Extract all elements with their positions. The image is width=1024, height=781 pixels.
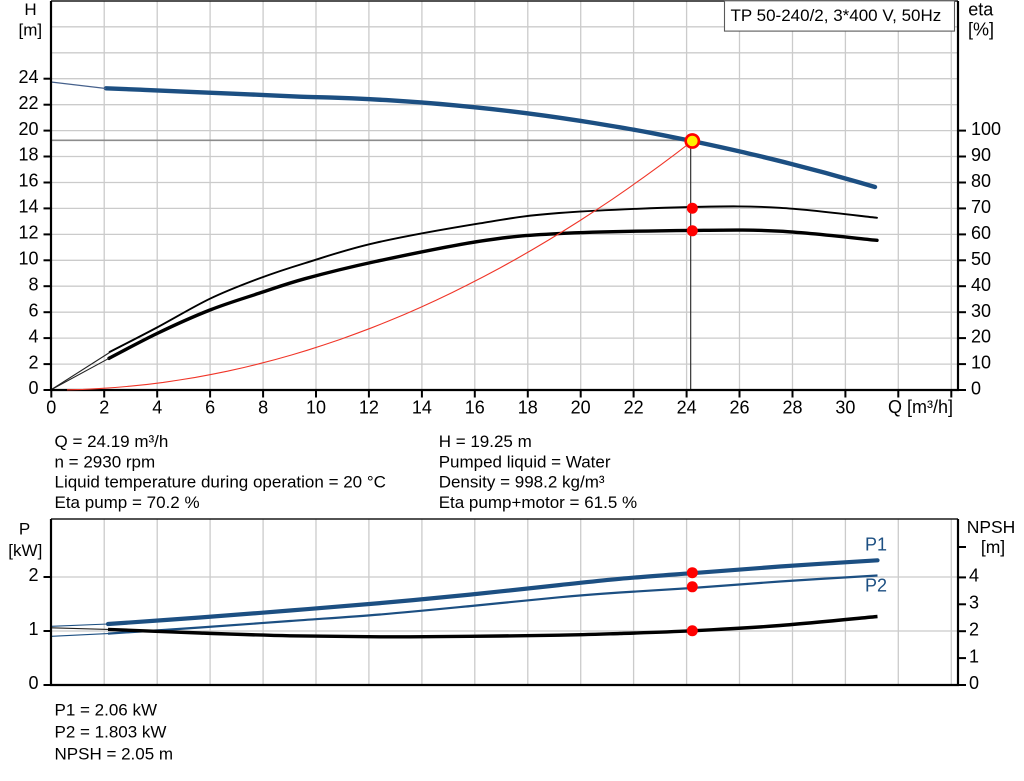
svg-text:0: 0 [28, 673, 38, 693]
svg-text:P1 = 2.06 kW: P1 = 2.06 kW [55, 700, 158, 719]
svg-text:80: 80 [971, 171, 991, 191]
svg-text:90: 90 [971, 145, 991, 165]
svg-text:TP 50-240/2, 3*400 V, 50Hz: TP 50-240/2, 3*400 V, 50Hz [731, 6, 942, 25]
svg-text:30: 30 [835, 398, 855, 418]
svg-text:22: 22 [18, 93, 38, 113]
svg-text:1: 1 [28, 619, 38, 639]
svg-text:NPSH = 2.05 m: NPSH = 2.05 m [55, 744, 174, 763]
svg-text:2: 2 [28, 565, 38, 585]
svg-text:Pumped liquid = Water: Pumped liquid = Water [439, 452, 611, 471]
svg-text:8: 8 [28, 274, 38, 294]
svg-text:16: 16 [465, 398, 485, 418]
svg-text:12: 12 [18, 223, 38, 243]
svg-text:14: 14 [18, 197, 38, 217]
svg-text:Liquid temperature during oper: Liquid temperature during operation = 20… [55, 473, 386, 492]
svg-text:100: 100 [971, 119, 1001, 139]
svg-text:24: 24 [677, 398, 697, 418]
svg-text:Density = 998.2 kg/m³: Density = 998.2 kg/m³ [439, 473, 605, 492]
svg-text:2: 2 [969, 619, 979, 639]
svg-text:[%]: [%] [968, 20, 994, 40]
svg-text:[m]: [m] [18, 21, 42, 40]
svg-text:Eta pump = 70.2 %: Eta pump = 70.2 % [55, 493, 200, 512]
svg-text:10: 10 [306, 398, 326, 418]
svg-text:16: 16 [18, 171, 38, 191]
svg-text:4: 4 [152, 398, 162, 418]
svg-text:18: 18 [18, 145, 38, 165]
svg-text:2: 2 [99, 398, 109, 418]
svg-text:22: 22 [624, 398, 644, 418]
svg-text:40: 40 [971, 275, 991, 295]
svg-text:4: 4 [28, 326, 38, 346]
svg-text:6: 6 [205, 398, 215, 418]
svg-text:0: 0 [969, 673, 979, 693]
svg-text:eta: eta [968, 0, 994, 20]
svg-text:2: 2 [28, 352, 38, 372]
svg-text:P2 = 1.803 kW: P2 = 1.803 kW [55, 722, 167, 741]
svg-text:0: 0 [28, 378, 38, 398]
svg-text:10: 10 [18, 249, 38, 269]
svg-text:[m]: [m] [981, 537, 1005, 557]
svg-text:26: 26 [729, 398, 749, 418]
svg-text:20: 20 [971, 327, 991, 347]
svg-text:24: 24 [18, 67, 38, 87]
svg-text:P: P [19, 520, 30, 539]
svg-text:P1: P1 [865, 535, 887, 555]
svg-text:3: 3 [969, 593, 979, 613]
svg-text:12: 12 [359, 398, 379, 418]
svg-text:8: 8 [258, 398, 268, 418]
svg-text:1: 1 [969, 646, 979, 666]
svg-text:50: 50 [971, 249, 991, 269]
svg-text:NPSH: NPSH [967, 517, 1016, 537]
svg-text:6: 6 [28, 300, 38, 320]
svg-text:n = 2930 rpm: n = 2930 rpm [55, 452, 156, 471]
svg-text:18: 18 [518, 398, 538, 418]
svg-text:P2: P2 [865, 576, 887, 596]
svg-text:30: 30 [971, 301, 991, 321]
svg-text:70: 70 [971, 197, 991, 217]
svg-text:0: 0 [46, 398, 56, 418]
svg-text:Q [m³/h]: Q [m³/h] [888, 397, 953, 417]
svg-text:28: 28 [782, 398, 802, 418]
svg-text:14: 14 [412, 398, 432, 418]
svg-text:0: 0 [971, 379, 981, 399]
svg-text:10: 10 [971, 353, 991, 373]
svg-text:20: 20 [18, 119, 38, 139]
svg-text:Q = 24.19 m³/h: Q = 24.19 m³/h [55, 432, 169, 451]
svg-text:H = 19.25 m: H = 19.25 m [439, 432, 532, 451]
svg-text:4: 4 [969, 566, 979, 586]
svg-text:[kW]: [kW] [8, 541, 42, 560]
svg-text:20: 20 [571, 398, 591, 418]
svg-text:H: H [24, 0, 36, 19]
svg-text:Eta pump+motor = 61.5 %: Eta pump+motor = 61.5 % [439, 493, 637, 512]
svg-text:60: 60 [971, 223, 991, 243]
